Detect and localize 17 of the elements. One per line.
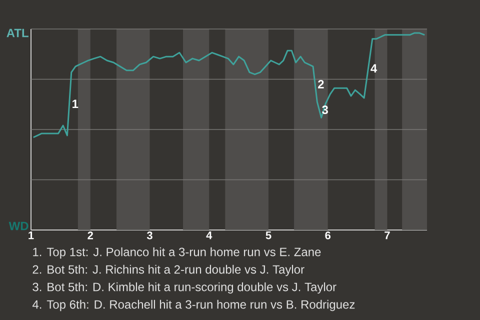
text: ATL <box>6 28 28 38</box>
x-tick-label: 6 <box>325 232 331 240</box>
annotation: 1 <box>72 100 78 108</box>
x-tick-label: 7 <box>384 232 390 240</box>
x-tick-label: 5 <box>266 232 272 240</box>
x-tick-label: 3 <box>146 232 152 240</box>
annotation: 2 <box>318 80 324 88</box>
annotation: 4 <box>370 64 378 73</box>
text: WD <box>8 222 28 230</box>
text: 2. Bot 5th: J. Richins hit a 2-run double vs J. Taylor <box>32 264 304 276</box>
text: 3. Bot 5th: D. Kimble hit a run-scoring double vs J. Taylor <box>32 282 336 294</box>
x-tick-label: 4 <box>206 232 212 240</box>
text: 4. Top 6th: D. Roachell hit a 3-run home run vs B. Rodriguez <box>32 300 355 312</box>
annotation: 3 <box>322 106 328 114</box>
x-tick-label: 2 <box>88 232 93 240</box>
x-tick-label: 1 <box>28 232 34 240</box>
text: 1. Top 1st: J. Polanco hit a 3-run home run vs E. Zane <box>33 247 321 259</box>
